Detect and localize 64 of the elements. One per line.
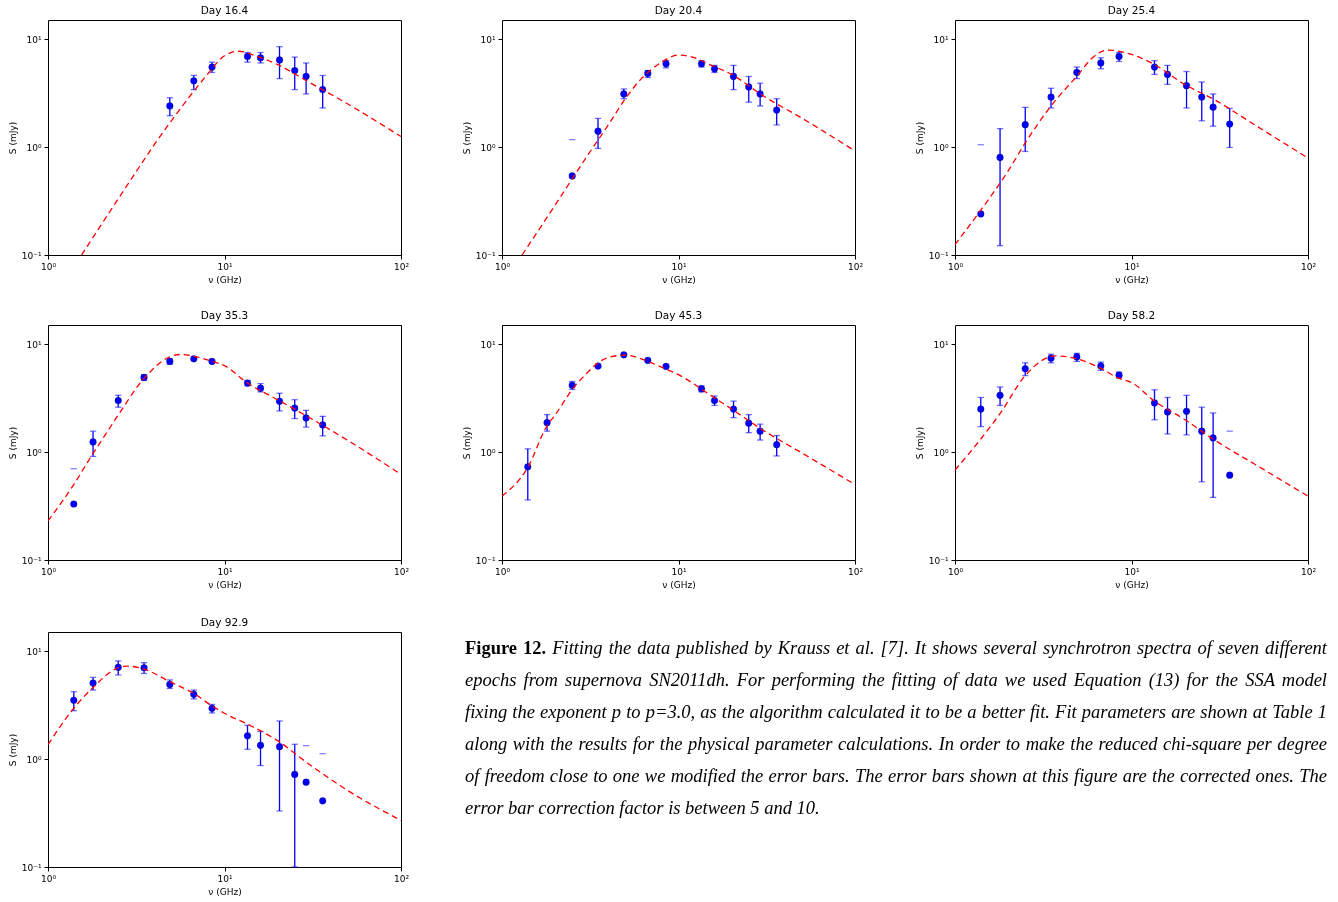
y-tick-label: 10¹ — [26, 339, 42, 350]
x-tick-label: 10² — [1300, 566, 1317, 577]
x-axis-title: ν (GHz) — [208, 274, 242, 285]
y-axis-title: S (mJy) — [461, 121, 472, 155]
y-axis-title: S (mJy) — [914, 426, 925, 460]
x-tick-label: 10⁰ — [40, 261, 57, 272]
x-tick-label: 10² — [1300, 261, 1317, 272]
x-tick-label: 10⁰ — [40, 566, 57, 577]
y-tick-label: 10¹ — [480, 339, 496, 350]
chart-title: Day 20.4 — [654, 3, 703, 16]
y-axis-title: S (mJy) — [7, 426, 18, 460]
x-tick-label: 10¹ — [217, 261, 233, 272]
y-axis-title: S (mJy) — [7, 733, 18, 767]
y-tick-label: 10¹ — [480, 34, 496, 45]
y-tick-label: 10⁰ — [933, 447, 949, 458]
chart-title: Day 35.3 — [200, 308, 249, 321]
y-tick-label: 10⁰ — [480, 142, 496, 153]
x-tick-label: 10⁰ — [494, 566, 511, 577]
x-tick-label: 10⁰ — [947, 566, 964, 577]
y-tick-label: 10⁻¹ — [475, 555, 496, 566]
y-tick-label: 10⁻¹ — [21, 250, 42, 261]
chart-title: Day 45.3 — [654, 308, 703, 321]
x-axis-title: ν (GHz) — [208, 579, 242, 590]
chart-title: Day 58.2 — [1107, 308, 1156, 321]
y-tick-label: 10¹ — [26, 34, 42, 45]
x-tick-label: 10¹ — [217, 566, 233, 577]
x-axis-title: ν (GHz) — [1115, 579, 1149, 590]
x-axis-title: ν (GHz) — [662, 579, 696, 590]
x-axis-title: ν (GHz) — [662, 274, 696, 285]
y-tick-label: 10⁰ — [480, 447, 496, 458]
x-axis-title: ν (GHz) — [208, 886, 242, 897]
x-axis-title: ν (GHz) — [1115, 274, 1149, 285]
x-tick-label: 10² — [393, 261, 410, 272]
chart-title: Day 25.4 — [1107, 3, 1156, 16]
y-tick-label: 10⁻¹ — [475, 250, 496, 261]
chart-title: Day 16.4 — [200, 3, 249, 16]
x-tick-label: 10¹ — [1124, 566, 1140, 577]
x-tick-label: 10² — [847, 566, 864, 577]
y-tick-label: 10⁻¹ — [928, 555, 949, 566]
y-tick-label: 10¹ — [933, 34, 949, 45]
x-tick-label: 10¹ — [671, 566, 687, 577]
caption: Figure 12. Fitting the data published by Krauss et al. [7]. It shows several synchrotron spectra of seven different epochs from supernova SN2011dh. For performing the fitting of data we used Equation (13) for the SSA model fixing the exponent p to p=3.0, as the algorithm calculated it to be a better fit. Fit parameters are shown at Table 1 along with the results for the physical parameter calculations. In order to make the reduced chi-square per degree of freedom close to one we modified the error bars. The error bars shown at this figure are the corrected ones. The error bar correction factor is between 5 and 10. — [465, 637, 1327, 820]
y-tick-label: 10⁻¹ — [21, 862, 42, 873]
y-tick-label: 10⁰ — [26, 754, 42, 765]
x-tick-label: 10² — [393, 873, 410, 884]
y-axis-title: S (mJy) — [461, 426, 472, 460]
x-tick-label: 10⁰ — [947, 261, 964, 272]
y-tick-label: 10⁰ — [933, 142, 949, 153]
x-tick-label: 10² — [847, 261, 864, 272]
x-tick-label: 10¹ — [1124, 261, 1140, 272]
y-tick-label: 10⁻¹ — [928, 250, 949, 261]
x-tick-label: 10⁰ — [40, 873, 57, 884]
x-tick-label: 10² — [393, 566, 410, 577]
y-tick-label: 10¹ — [26, 646, 42, 657]
x-tick-label: 10¹ — [671, 261, 687, 272]
x-tick-label: 10⁰ — [494, 261, 511, 272]
y-tick-label: 10⁰ — [26, 142, 42, 153]
y-axis-title: S (mJy) — [914, 121, 925, 155]
y-axis-title: S (mJy) — [7, 121, 18, 155]
x-tick-label: 10¹ — [217, 873, 233, 884]
y-tick-label: 10⁰ — [26, 447, 42, 458]
y-tick-label: 10¹ — [933, 339, 949, 350]
chart-title: Day 92.9 — [200, 615, 249, 628]
y-tick-label: 10⁻¹ — [21, 555, 42, 566]
